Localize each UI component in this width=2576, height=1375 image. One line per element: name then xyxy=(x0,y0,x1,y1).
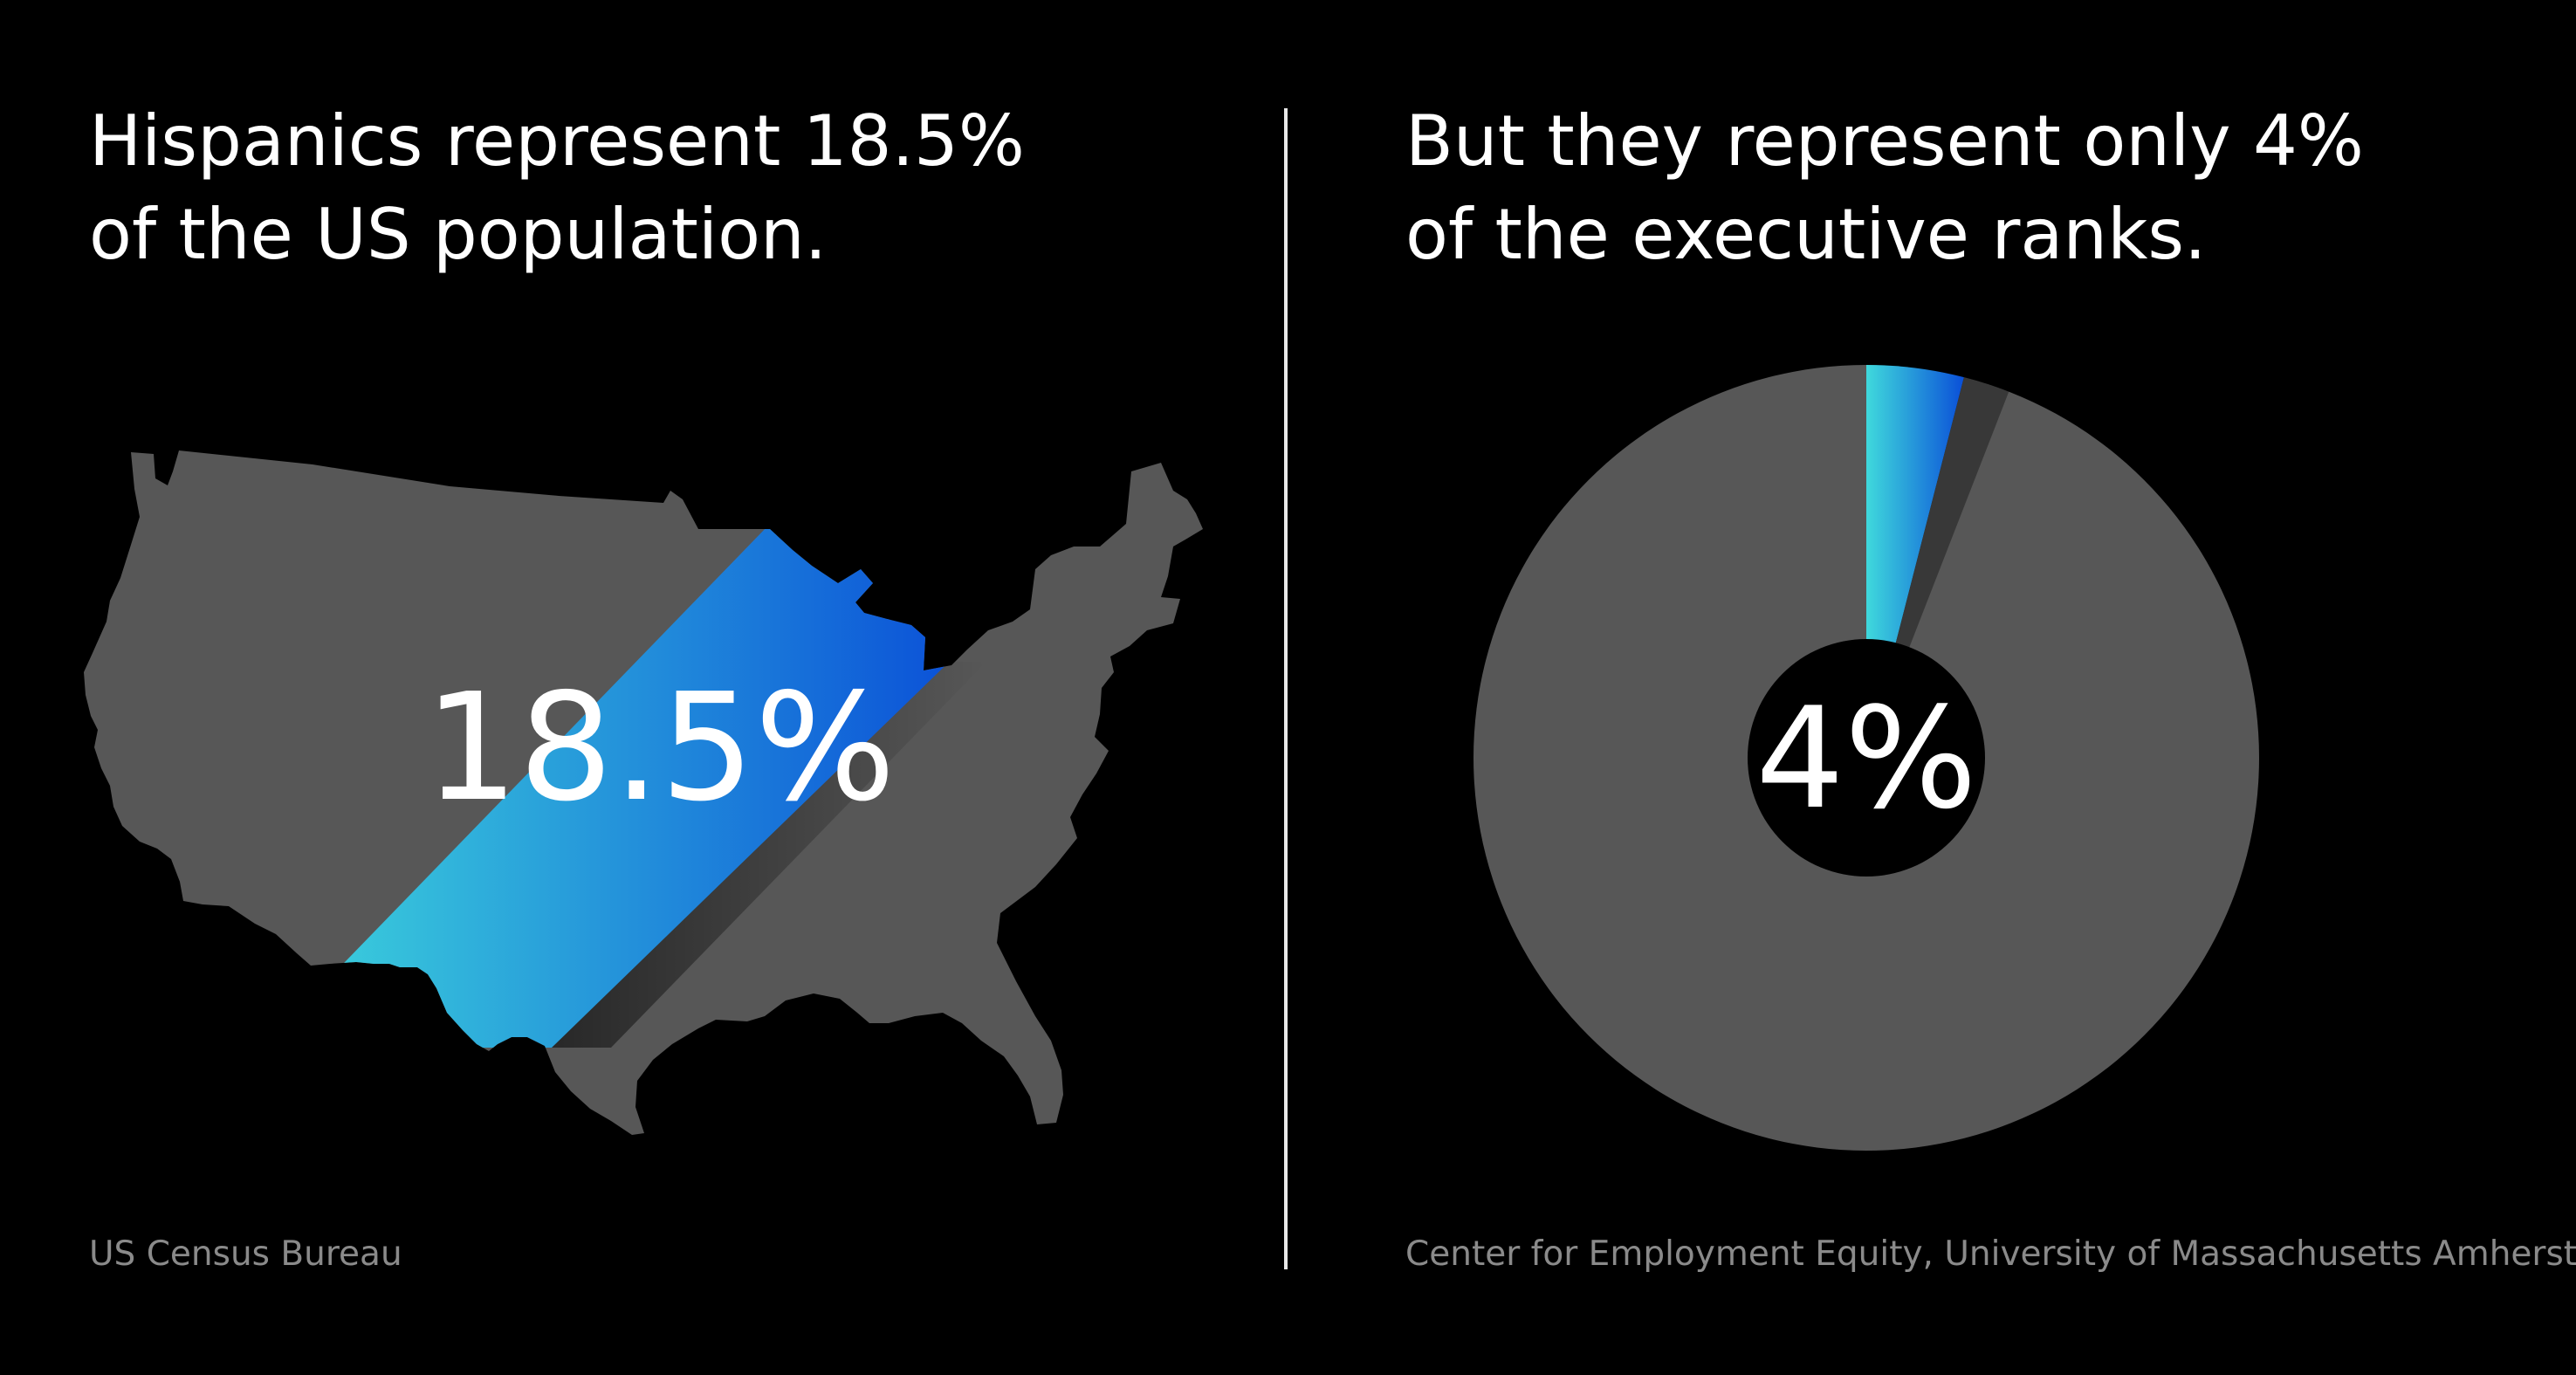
left-source: US Census Bureau xyxy=(89,1234,402,1274)
left-headline: Hispanics represent 18.5% of the US popu… xyxy=(89,94,1224,281)
panel-divider xyxy=(1284,108,1288,1269)
right-headline: But they represent only 4% of the execut… xyxy=(1405,94,2540,281)
left-panel: Hispanics represent 18.5% of the US popu… xyxy=(0,0,1285,1375)
right-headline-line1: But they represent only 4% xyxy=(1405,100,2364,182)
left-headline-line1: Hispanics represent 18.5% xyxy=(89,100,1025,182)
map-band-shadow xyxy=(543,662,986,1048)
right-panel: But they represent only 4% of the execut… xyxy=(1287,0,2576,1375)
left-headline-line2: of the US population. xyxy=(89,194,828,275)
pie-value-label: 4% xyxy=(1755,677,1977,840)
pie-center-hole xyxy=(1748,639,1985,877)
right-source: Center for Employment Equity, University… xyxy=(1405,1234,2576,1274)
us-map-graphic: 18.5% xyxy=(84,450,1203,1135)
map-value-label: 18.5% xyxy=(424,662,896,835)
pie-chart: 4% xyxy=(1473,365,2259,1152)
right-headline-line2: of the executive ranks. xyxy=(1405,194,2207,275)
map-highlight-band xyxy=(262,526,965,1048)
